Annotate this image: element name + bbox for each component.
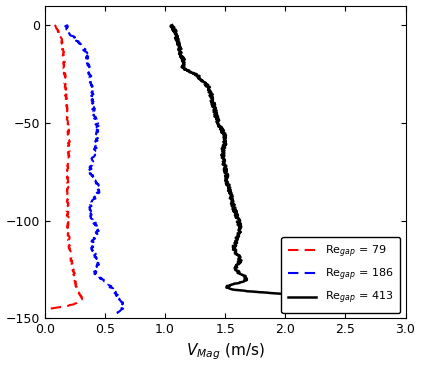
Legend: Re$_{gap}$ = 79, Re$_{gap}$ = 186, Re$_{gap}$ = 413: Re$_{gap}$ = 79, Re$_{gap}$ = 186, Re$_{…: [282, 237, 400, 313]
Re$_{gap}$ = 79: [66, 227, 71, 232]
X-axis label: $V_{Mag}$ (m/s): $V_{Mag}$ (m/s): [186, 342, 264, 362]
Re$_{gap}$ = 79: [52, 23, 57, 27]
Re$_{gap}$ = 79: [48, 307, 53, 311]
Line: Re$_{gap}$ = 413: Re$_{gap}$ = 413: [171, 25, 381, 305]
Re$_{gap}$ = 413: [368, 302, 373, 307]
Re$_{gap}$ = 186: [88, 160, 93, 165]
Re$_{gap}$ = 186: [64, 23, 69, 27]
Line: Re$_{gap}$ = 79: Re$_{gap}$ = 79: [50, 25, 82, 309]
Re$_{gap}$ = 413: [235, 233, 240, 238]
Re$_{gap}$ = 413: [194, 72, 199, 77]
Re$_{gap}$ = 413: [170, 23, 175, 27]
Re$_{gap}$ = 186: [91, 195, 96, 199]
Re$_{gap}$ = 79: [65, 115, 70, 120]
Re$_{gap}$ = 79: [66, 201, 71, 206]
Re$_{gap}$ = 186: [93, 180, 98, 184]
Re$_{gap}$ = 79: [65, 229, 70, 233]
Re$_{gap}$ = 413: [234, 210, 239, 214]
Re$_{gap}$ = 186: [96, 260, 101, 265]
Re$_{gap}$ = 413: [228, 188, 233, 192]
Re$_{gap}$ = 186: [90, 162, 95, 166]
Line: Re$_{gap}$ = 186: Re$_{gap}$ = 186: [65, 25, 124, 315]
Re$_{gap}$ = 413: [210, 95, 215, 99]
Re$_{gap}$ = 413: [220, 149, 225, 154]
Re$_{gap}$ = 186: [121, 305, 126, 310]
Re$_{gap}$ = 79: [66, 135, 71, 139]
Re$_{gap}$ = 79: [61, 57, 66, 61]
Re$_{gap}$ = 186: [109, 312, 115, 317]
